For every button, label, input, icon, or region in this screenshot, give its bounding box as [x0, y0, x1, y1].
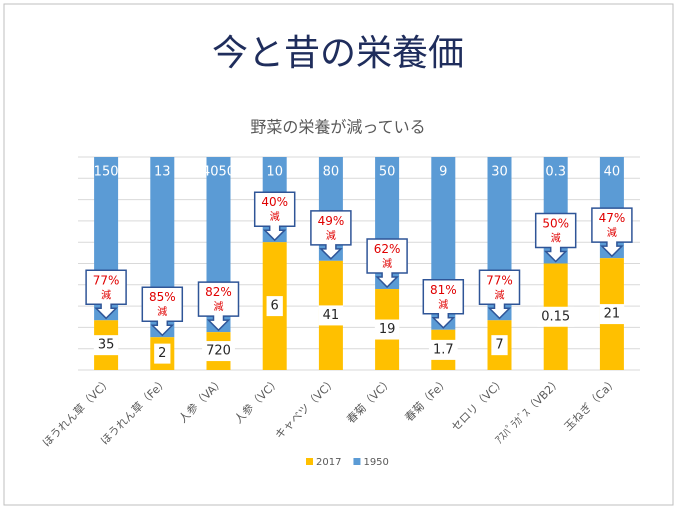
value-label-2017: 0.15	[541, 309, 570, 324]
value-label-2017: 19	[379, 322, 396, 337]
reduction-word: 減	[214, 300, 224, 313]
value-label-1950: 9	[439, 165, 447, 180]
slide-title: 今と昔の栄養価	[212, 33, 464, 74]
value-label-bg	[374, 319, 400, 340]
value-label-1950: 4050	[202, 165, 235, 180]
value-label-bg	[428, 339, 458, 360]
callout	[197, 281, 240, 332]
reduction-word: 減	[101, 288, 111, 301]
legend-label: 1950	[363, 457, 388, 468]
value-label-1950: 30	[491, 165, 508, 180]
legend-swatch	[353, 458, 361, 465]
reduction-label: 50% 減	[542, 216, 569, 245]
legend-label: 2017	[316, 457, 341, 468]
reduction-percent: 85%	[149, 290, 176, 304]
value-label-1950: 80	[323, 165, 340, 180]
reduction-label: 62%減	[374, 242, 401, 271]
callout	[310, 210, 352, 260]
callout	[141, 286, 184, 337]
callout	[253, 191, 296, 242]
value-label-1950: 150	[94, 165, 119, 180]
reduction-percent: 49%	[318, 213, 345, 227]
callout	[422, 279, 465, 329]
reduction-percent: 77%	[93, 273, 120, 287]
reduction-word: 減	[438, 298, 448, 311]
callout	[591, 207, 633, 258]
reduction-word: 減	[326, 229, 336, 242]
value-label-1950: 13	[154, 165, 171, 180]
reduction-word: 減	[157, 305, 167, 318]
value-label-1950: 0.3	[545, 165, 566, 180]
value-label-bg	[318, 305, 344, 326]
value-label-bg	[537, 306, 575, 327]
callout	[534, 212, 577, 263]
value-label-bg	[266, 296, 283, 317]
reduction-label: 40%減	[261, 195, 288, 224]
chart-title: 野菜の栄養が減っている	[250, 118, 425, 137]
reduction-percent: 47%	[599, 211, 626, 225]
reduction-percent: 77%	[486, 273, 513, 287]
reduction-label: 49% 減	[318, 213, 345, 242]
value-label-bg	[491, 335, 508, 356]
value-label-1950: 10	[266, 165, 283, 180]
reduction-label: 85%減	[149, 290, 176, 319]
value-label-2017: 35	[98, 338, 115, 353]
value-label-bg	[93, 335, 119, 356]
reduction-percent: 40%	[261, 195, 288, 209]
reduction-percent: 81%	[430, 282, 457, 296]
value-label-1950: 50	[379, 165, 396, 180]
value-label-2017: 41	[323, 308, 340, 323]
reduction-label: 47%減	[599, 211, 626, 240]
reduction-word: 減	[495, 288, 505, 301]
reduction-label: 82%減	[205, 285, 232, 314]
callout	[85, 269, 127, 320]
value-label-bg	[154, 343, 171, 364]
reduction-word: 減	[551, 232, 561, 245]
value-label-2017: 2	[158, 346, 166, 361]
reduction-percent: 50%	[542, 216, 569, 230]
callout	[366, 238, 408, 289]
value-label-2017: 1.7	[433, 342, 454, 357]
reduction-word: 減	[382, 257, 392, 270]
callout	[478, 269, 521, 320]
legend-swatch	[306, 458, 313, 465]
value-label-2017: 6	[271, 299, 279, 314]
value-label-2017: 21	[604, 307, 621, 322]
reduction-word: 減	[270, 210, 280, 223]
value-label-bg	[599, 304, 625, 325]
reduction-word: 減	[607, 226, 617, 239]
value-label-1950: 40	[604, 165, 621, 180]
reduction-label: 77%減	[486, 273, 513, 302]
reduction-label: 77%減	[93, 273, 120, 302]
reduction-label: 81% 減	[430, 282, 457, 311]
value-label-2017: 720	[206, 344, 231, 359]
value-label-bg	[202, 341, 235, 362]
reduction-percent: 82%	[205, 285, 232, 299]
reduction-percent: 62%	[374, 242, 401, 256]
value-label-2017: 7	[495, 338, 503, 353]
